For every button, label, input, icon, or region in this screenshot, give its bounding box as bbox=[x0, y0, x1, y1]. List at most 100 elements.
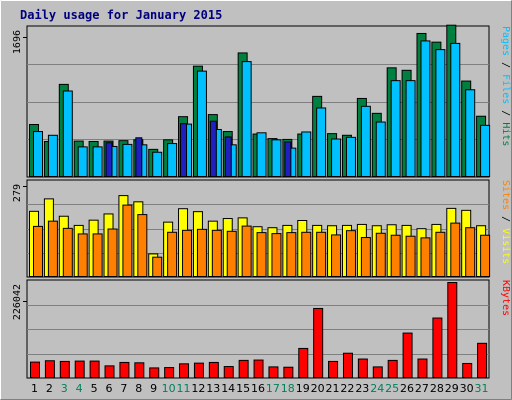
bar-hits-files-day-21 bbox=[331, 138, 342, 177]
bar-kbytes-kbytes-day-7 bbox=[119, 361, 130, 378]
bar-kbytes-kbytes-day-8 bbox=[134, 362, 145, 379]
bar-visits-sites-day-17 bbox=[271, 233, 282, 278]
day-label-25: 25 bbox=[385, 382, 399, 395]
bar-kbytes-kbytes-day-18 bbox=[283, 366, 294, 379]
bar-visits-sites-day-3 bbox=[62, 227, 73, 278]
chart-panels: 1696 279 226042 bbox=[12, 24, 491, 379]
bar-visits-sites-day-2 bbox=[47, 220, 58, 277]
bar-kbytes-kbytes-day-21 bbox=[328, 360, 339, 379]
day-label-2: 2 bbox=[46, 382, 53, 395]
day-label-16: 16 bbox=[251, 382, 265, 395]
bar-hits-files-day-20 bbox=[316, 107, 327, 177]
day-label-13: 13 bbox=[206, 382, 220, 395]
bar-hits-pages-day-13 bbox=[209, 120, 217, 177]
bar-kbytes-kbytes-day-2 bbox=[44, 360, 55, 378]
day-label-23: 23 bbox=[355, 382, 369, 395]
bar-visits-sites-day-8 bbox=[137, 214, 148, 278]
bar-visits-sites-day-16 bbox=[256, 232, 267, 278]
day-label-26: 26 bbox=[400, 382, 414, 395]
day-label-4: 4 bbox=[76, 382, 83, 395]
bar-hits-files-day-16 bbox=[256, 132, 267, 178]
bar-hits-files-day-29 bbox=[450, 42, 461, 178]
bar-kbytes-kbytes-day-23 bbox=[357, 358, 368, 379]
bar-visits-sites-day-29 bbox=[450, 222, 461, 278]
bar-kbytes-kbytes-day-20 bbox=[313, 307, 324, 378]
legend-kbytes-panel: KBytes bbox=[500, 280, 511, 316]
bar-kbytes-kbytes-day-27 bbox=[417, 358, 428, 379]
bar-hits-files-day-2 bbox=[47, 134, 58, 178]
day-label-29: 29 bbox=[445, 382, 459, 395]
day-label-8: 8 bbox=[135, 382, 142, 395]
bar-kbytes-kbytes-day-22 bbox=[342, 352, 353, 379]
x-axis-day-labels: 1 2 3 4 5 6 7 8 9 10 11 12 13 14 15 16 17 18 19 20 21 22 23 24 2… bbox=[31, 382, 489, 395]
bar-kbytes-kbytes-day-15 bbox=[238, 359, 249, 379]
bar-kbytes-kbytes-day-1 bbox=[30, 361, 40, 378]
day-label-24: 24 bbox=[370, 382, 384, 395]
bar-hits-files-day-27 bbox=[420, 40, 431, 177]
day-label-18: 18 bbox=[281, 382, 295, 395]
bar-kbytes-kbytes-day-13 bbox=[208, 361, 219, 378]
legend-hits-panel-part-0: Pages bbox=[500, 26, 511, 56]
day-label-27: 27 bbox=[415, 382, 429, 395]
bar-hits-files-day-23 bbox=[360, 105, 371, 177]
day-label-15: 15 bbox=[236, 382, 250, 395]
day-label-10: 10 bbox=[162, 382, 176, 395]
bar-visits-sites-day-9 bbox=[152, 256, 163, 278]
bar-kbytes-kbytes-day-9 bbox=[149, 367, 160, 378]
bar-visits-sites-day-20 bbox=[316, 231, 327, 278]
day-label-9: 9 bbox=[150, 382, 157, 395]
bar-kbytes-kbytes-day-30 bbox=[462, 362, 473, 378]
bar-visits-sites-day-22 bbox=[345, 230, 356, 277]
bar-kbytes-kbytes-day-26 bbox=[402, 332, 413, 379]
legend-hits-panel: Pages / Files / Hits bbox=[500, 26, 511, 146]
bar-visits-sites-day-19 bbox=[301, 231, 312, 278]
day-label-11: 11 bbox=[176, 382, 190, 395]
panel-visits: 279 bbox=[12, 179, 491, 278]
bar-kbytes-kbytes-day-31 bbox=[477, 342, 488, 379]
legend-visits-panel-part-1: / bbox=[500, 210, 511, 228]
bar-hits-pages-day-18 bbox=[284, 141, 292, 177]
panel-hits: 1696 bbox=[12, 24, 491, 178]
bar-kbytes-kbytes-day-28 bbox=[432, 317, 443, 378]
bar-visits-sites-day-25 bbox=[390, 234, 401, 277]
bar-visits-sites-day-24 bbox=[375, 232, 386, 277]
bar-hits-pages-day-6 bbox=[105, 142, 113, 178]
day-label-21: 21 bbox=[326, 382, 340, 395]
bar-hits-pages-day-8 bbox=[135, 137, 143, 177]
scale-label-hits: 1696 bbox=[12, 30, 23, 54]
bar-hits-files-day-4 bbox=[77, 146, 88, 177]
bar-visits-sites-day-31 bbox=[480, 234, 491, 277]
day-label-1: 1 bbox=[31, 382, 38, 395]
panel-kbytes: 226042 bbox=[12, 279, 490, 379]
legend-hits-panel-part-1: / bbox=[500, 56, 511, 74]
bar-hits-files-day-26 bbox=[405, 80, 416, 177]
scale-label-visits: 279 bbox=[12, 184, 23, 202]
bar-visits-sites-day-4 bbox=[77, 233, 88, 277]
bar-visits-sites-day-26 bbox=[405, 235, 416, 277]
bar-kbytes-kbytes-day-17 bbox=[268, 366, 279, 378]
bar-hits-files-day-7 bbox=[122, 143, 133, 177]
bar-hits-files-day-9 bbox=[152, 151, 163, 177]
bar-kbytes-kbytes-day-19 bbox=[298, 347, 309, 378]
bar-visits-sites-day-27 bbox=[420, 237, 431, 278]
bar-kbytes-kbytes-day-14 bbox=[223, 366, 234, 378]
bar-kbytes-kbytes-day-24 bbox=[372, 366, 383, 378]
legend-kbytes-panel-part-0: KBytes bbox=[500, 280, 511, 316]
bar-hits-files-day-25 bbox=[390, 80, 401, 177]
day-label-6: 6 bbox=[105, 382, 112, 395]
day-label-12: 12 bbox=[191, 382, 205, 395]
legend-hits-panel-part-2: Files bbox=[500, 74, 511, 104]
bar-hits-files-day-22 bbox=[345, 136, 356, 178]
bar-visits-sites-day-21 bbox=[331, 234, 342, 277]
bar-kbytes-kbytes-day-5 bbox=[89, 360, 100, 378]
bar-hits-files-day-3 bbox=[62, 90, 73, 177]
day-label-7: 7 bbox=[120, 382, 127, 395]
bar-hits-files-day-15 bbox=[241, 61, 252, 177]
bar-kbytes-kbytes-day-16 bbox=[253, 359, 264, 379]
bar-visits-sites-day-14 bbox=[226, 230, 237, 278]
bar-kbytes-kbytes-day-4 bbox=[74, 360, 85, 378]
bar-kbytes-kbytes-day-25 bbox=[387, 359, 398, 379]
bar-visits-sites-day-12 bbox=[196, 228, 207, 278]
day-label-30: 30 bbox=[460, 382, 474, 395]
bar-visits-sites-day-1 bbox=[33, 225, 43, 277]
